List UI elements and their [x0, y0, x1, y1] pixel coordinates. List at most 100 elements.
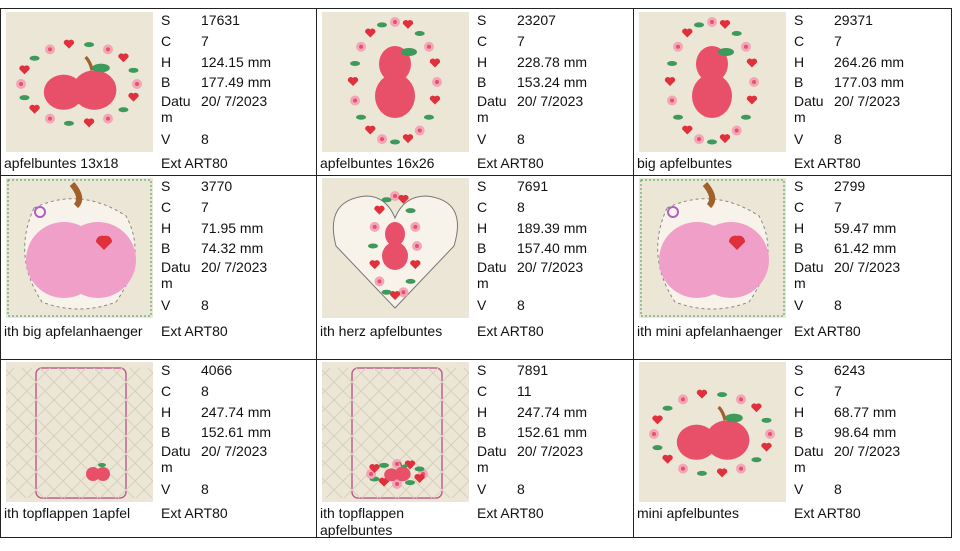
design-thumbnail[interactable]: [6, 178, 153, 318]
extension-row: Ext ART80: [161, 155, 228, 171]
stitches-label: S: [794, 12, 804, 28]
width-value: 74.32 mm: [201, 240, 264, 257]
date-label: Datu m: [161, 259, 191, 292]
extension-label: Ext: [161, 155, 182, 171]
stitches-value: 4066: [201, 362, 233, 378]
colors-value: 7: [834, 198, 842, 215]
stitches-value: 29371: [834, 12, 873, 28]
design-name: big apfelbuntes: [637, 155, 732, 171]
colors-label: C: [477, 32, 488, 49]
design-name: ith herz apfelbuntes: [320, 323, 443, 339]
date-value: 20/ 7/2023: [517, 443, 584, 460]
version-value: 8: [201, 131, 209, 148]
design-thumbnail[interactable]: [322, 12, 469, 152]
design-thumbnail[interactable]: [639, 178, 786, 318]
version-label: V: [161, 481, 171, 498]
design-cell: S 2799 C 7 H 59.47 mm B 61.42 mm Datu m 20/ 7/2023…: [634, 175, 948, 359]
stitches-label: S: [161, 12, 171, 28]
width-label: B: [794, 424, 804, 441]
version-label: V: [161, 131, 171, 148]
date-label: Datu m: [794, 259, 824, 292]
extension-label: Ext: [794, 323, 815, 339]
colors-label: C: [161, 32, 172, 49]
date-label: Datu m: [161, 93, 191, 126]
row-divider: [1, 359, 951, 360]
colors-label: C: [794, 198, 805, 215]
stitches-value: 6243: [834, 362, 866, 378]
width-value: 153.24 mm: [517, 74, 588, 91]
design-name: ith big apfelanhaenger: [4, 323, 143, 339]
height-value: 124.15 mm: [201, 53, 272, 70]
design-thumbnail[interactable]: [6, 362, 153, 502]
colors-value: 7: [834, 382, 842, 399]
extension-label: Ext: [477, 505, 498, 521]
width-label: B: [161, 424, 171, 441]
height-label: H: [794, 403, 805, 420]
column-divider: [633, 9, 634, 537]
width-label: B: [477, 424, 487, 441]
date-label: Datu m: [161, 443, 191, 476]
design-properties: S 7691 C 8 H 189.39 mm B 157.40 mm Datu m 20/ 7/20…: [477, 176, 587, 316]
version-value: 8: [834, 297, 842, 314]
date-label: Datu m: [477, 443, 507, 476]
design-cell: S 4066 C 8 H 247.74 mm B 152.61 mm Datu m 20/ 7/20…: [1, 359, 315, 539]
width-value: 152.61 mm: [201, 424, 272, 441]
height-value: 247.74 mm: [201, 403, 272, 420]
design-cell: S 7891 C 11 H 247.74 mm B 152.61 mm Datu m 20/ 7/2…: [317, 359, 631, 539]
extension-label: Ext: [161, 505, 182, 521]
design-thumbnail[interactable]: [6, 12, 153, 152]
colors-label: C: [477, 198, 488, 215]
colors-value: 11: [517, 382, 532, 399]
height-value: 247.74 mm: [517, 403, 588, 420]
design-properties: S 7891 C 11 H 247.74 mm B 152.61 mm Datu m 20/ 7/2…: [477, 360, 587, 500]
design-thumbnail[interactable]: [322, 362, 469, 502]
design-cell: S 7691 C 8 H 189.39 mm B 157.40 mm Datu m 20/ 7/20…: [317, 175, 631, 359]
colors-value: 7: [517, 32, 525, 49]
version-value: 8: [834, 131, 842, 148]
design-name: ith topflappen 1apfel: [4, 505, 131, 521]
width-value: 98.64 mm: [834, 424, 897, 441]
stitches-value: 3770: [201, 178, 233, 194]
design-properties: S 3770 C 7 H 71.95 mm B 74.32 mm Datu m 20/ 7/2023…: [161, 176, 267, 316]
design-properties: S 6243 C 7 H 68.77 mm B 98.64 mm Datu m 20/ 7/2023…: [794, 360, 900, 500]
design-thumbnail[interactable]: [639, 362, 786, 502]
height-value: 71.95 mm: [201, 219, 264, 236]
extension-value: ART80: [817, 505, 861, 521]
version-value: 8: [834, 481, 842, 498]
width-label: B: [161, 240, 171, 257]
design-thumbnail[interactable]: [322, 178, 469, 318]
date-value: 20/ 7/2023: [201, 443, 268, 460]
date-label: Datu m: [794, 443, 824, 476]
colors-value: 7: [201, 198, 209, 215]
design-name: mini apfelbuntes: [637, 505, 739, 521]
design-properties: S 17631 C 7 H 124.15 mm B 177.49 mm Datu m 20/ 7/2…: [161, 10, 271, 150]
design-properties: S 4066 C 8 H 247.74 mm B 152.61 mm Datu m 20/ 7/20…: [161, 360, 271, 500]
width-label: B: [161, 74, 171, 91]
design-thumbnail[interactable]: [639, 12, 786, 152]
date-value: 20/ 7/2023: [834, 443, 901, 460]
extension-label: Ext: [477, 323, 498, 339]
extension-value: ART80: [817, 155, 861, 171]
width-value: 177.03 mm: [834, 74, 905, 91]
width-label: B: [477, 240, 487, 257]
colors-label: C: [477, 382, 488, 399]
stitches-value: 7891: [517, 362, 549, 378]
date-label: Datu m: [477, 93, 507, 126]
height-value: 68.77 mm: [834, 403, 897, 420]
design-name: apfelbuntes 13x18: [4, 155, 119, 171]
date-label: Datu m: [477, 259, 507, 292]
date-value: 20/ 7/2023: [517, 93, 584, 110]
extension-row: Ext ART80: [161, 505, 228, 521]
width-value: 157.40 mm: [517, 240, 588, 257]
date-label: Datu m: [794, 93, 824, 126]
stitches-value: 23207: [517, 12, 556, 28]
extension-label: Ext: [794, 155, 815, 171]
colors-value: 8: [517, 198, 525, 215]
stitches-label: S: [477, 362, 487, 378]
version-label: V: [794, 131, 804, 148]
width-label: B: [477, 74, 487, 91]
height-label: H: [477, 403, 488, 420]
height-label: H: [477, 219, 488, 236]
design-properties: S 29371 C 7 H 264.26 mm B 177.03 mm Datu m 20/ 7/2…: [794, 10, 904, 150]
stitches-value: 17631: [201, 12, 240, 28]
